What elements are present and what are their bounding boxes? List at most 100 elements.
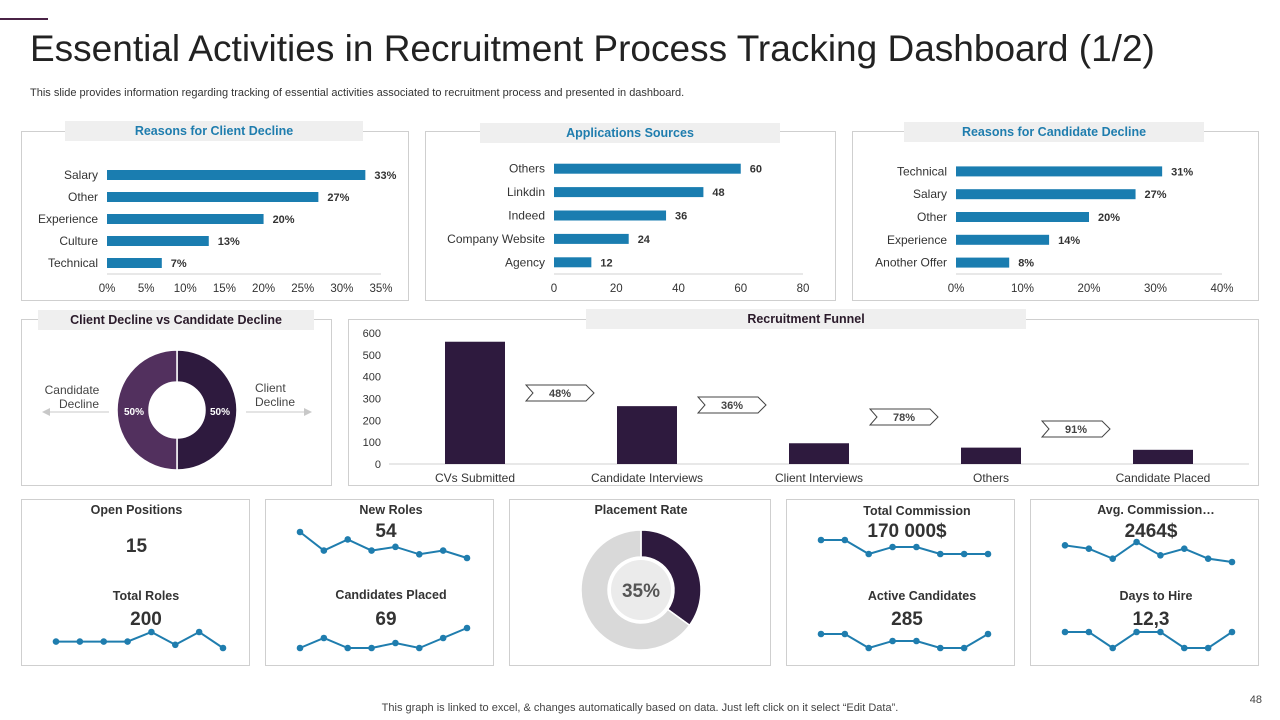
active-candidates-value: 285 <box>891 609 923 630</box>
sparkline-point <box>1204 555 1212 562</box>
donut-slice <box>116 349 178 471</box>
total-roles-label: Total Roles <box>112 589 180 603</box>
x-tick-label: 0 <box>551 283 557 295</box>
decline-donut-panel: 50% 50% Candidate Decline Client Decline <box>21 319 332 486</box>
conversion-label: 78% <box>893 412 915 424</box>
sparkline-point <box>320 634 328 642</box>
page-title: Essential Activities in Recruitment Proc… <box>30 28 1155 69</box>
x-tick-label: 60 <box>734 283 747 295</box>
open-positions-label: Open Positions <box>90 503 183 517</box>
left-legend-label: Decline <box>59 397 99 411</box>
bar <box>956 212 1089 222</box>
sparkline-point <box>195 628 203 636</box>
open-positions-value: 15 <box>125 536 148 557</box>
x-tick-label: 40% <box>1210 283 1233 295</box>
value-label: 7% <box>171 258 187 270</box>
value-label: 31% <box>1171 166 1193 178</box>
x-tick-label: 0% <box>948 283 965 295</box>
sparkline-point <box>1228 628 1236 636</box>
x-tick-label: 80 <box>797 283 810 295</box>
sparkline-path <box>1064 540 1233 563</box>
bar <box>554 163 741 174</box>
sparkline-point <box>52 638 60 645</box>
candidate-decline-chart: Technical 31% Salary 27% Other 20% Experience 1… <box>875 164 1233 295</box>
sparkline-point <box>841 630 849 638</box>
decline-donut-header: Client Decline vs Candidate Decline <box>38 310 314 330</box>
sparkline-point <box>913 637 920 645</box>
active-candidates-label: Active Candidates <box>867 589 977 603</box>
y-tick-label: 600 <box>363 328 381 340</box>
x-tick-label: 0% <box>99 283 116 295</box>
funnel-bar <box>445 341 505 464</box>
value-label: 48 <box>712 187 724 199</box>
placement-rate-label: Placement Rate <box>594 503 688 517</box>
sparkline-point <box>1204 644 1212 652</box>
x-tick-label: 40 <box>672 283 685 295</box>
app-sources-chart: Others 60 Linkdin 48 Indeed 36 Company Website… <box>447 162 810 295</box>
sparkline-point <box>1061 628 1069 636</box>
app-sources-panel: Others 60 Linkdin 48 Indeed 36 Company Website… <box>425 131 836 301</box>
sparkline-point <box>817 630 825 638</box>
sparkline-point <box>1061 542 1069 549</box>
category-label: Salary <box>913 187 947 201</box>
x-tick-label: 15% <box>213 283 236 295</box>
bar <box>107 258 162 268</box>
days-to-hire-sparkline <box>1061 628 1236 652</box>
category-label: Client Interviews <box>775 471 863 485</box>
sparkline-point <box>936 644 944 652</box>
y-tick-label: 500 <box>363 350 381 362</box>
conversion-label: 48% <box>549 388 571 400</box>
bar <box>107 170 366 180</box>
app-sources-header: Applications Sources <box>480 123 780 143</box>
category-label: Linkdin <box>507 185 545 199</box>
category-label: Others <box>973 471 1009 485</box>
x-tick-label: 35% <box>369 283 392 295</box>
funnel-header: Recruitment Funnel <box>586 309 1026 329</box>
x-tick-label: 20% <box>1077 283 1100 295</box>
bar <box>107 236 209 246</box>
kpi-card-positions: Open Positions 15 Total Roles 200 <box>21 499 250 666</box>
avg-commission-value: 2464$ <box>1124 521 1178 542</box>
category-label: Experience <box>887 233 947 247</box>
sparkline-point <box>936 550 944 558</box>
bar <box>956 189 1136 200</box>
y-tick-label: 400 <box>363 372 381 384</box>
sparkline-point <box>148 628 155 636</box>
sparkline-point <box>1133 538 1140 546</box>
page-number: 48 <box>1249 694 1262 706</box>
sparkline-point <box>865 644 873 652</box>
sparkline-point <box>76 638 84 645</box>
sparkline-point <box>1109 555 1117 562</box>
x-tick-label: 20 <box>610 283 623 295</box>
y-tick-label: 0 <box>375 459 381 471</box>
bar <box>956 234 1050 245</box>
funnel-chart: 0 100 200 300 400 500 600 CVs Submitted Candidat… <box>363 328 1249 485</box>
sparkline-point <box>320 547 328 554</box>
total-roles-value: 200 <box>130 609 162 630</box>
client-decline-chart: Salary 33% Other 27% Experience 20% Culture 13%… <box>38 168 397 295</box>
sparkline-point <box>1133 628 1140 636</box>
sparkline-point <box>1109 644 1117 652</box>
sparkline-point <box>960 644 968 652</box>
right-arrow-head <box>304 408 312 416</box>
sparkline-path <box>1065 631 1233 650</box>
candidate-decline-panel: Technical 31% Salary 27% Other 20% Experience 1… <box>852 131 1259 301</box>
bar <box>554 187 704 198</box>
sparkline-point <box>913 543 920 551</box>
bar <box>554 257 592 268</box>
client-decline-header: Reasons for Client Decline <box>65 121 363 141</box>
donut-center <box>611 560 671 620</box>
category-label: Technical <box>48 256 98 270</box>
y-tick-label: 100 <box>363 437 381 449</box>
sparkline-point <box>296 528 304 536</box>
bar <box>554 210 667 221</box>
total-commission-value: 170 000$ <box>867 521 947 542</box>
sparkline-point <box>984 630 992 638</box>
slice-value-label: 50% <box>210 407 230 418</box>
value-label: 33% <box>374 170 396 182</box>
category-label: Others <box>509 162 545 176</box>
funnel-bar <box>789 443 849 464</box>
sparkline-point <box>1085 628 1093 636</box>
value-label: 60 <box>750 164 762 176</box>
